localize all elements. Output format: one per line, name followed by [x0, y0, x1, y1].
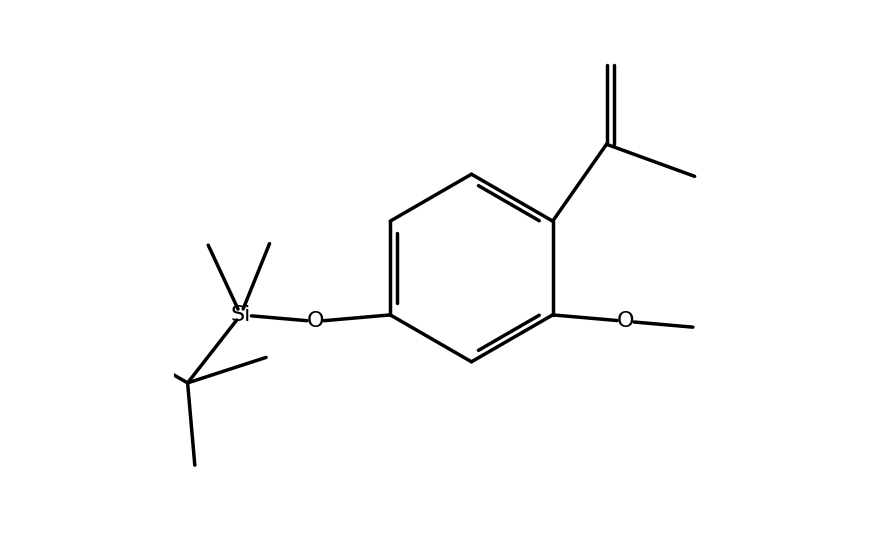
Text: O: O [617, 311, 635, 331]
Text: Si: Si [231, 305, 251, 325]
Text: O: O [307, 311, 324, 331]
